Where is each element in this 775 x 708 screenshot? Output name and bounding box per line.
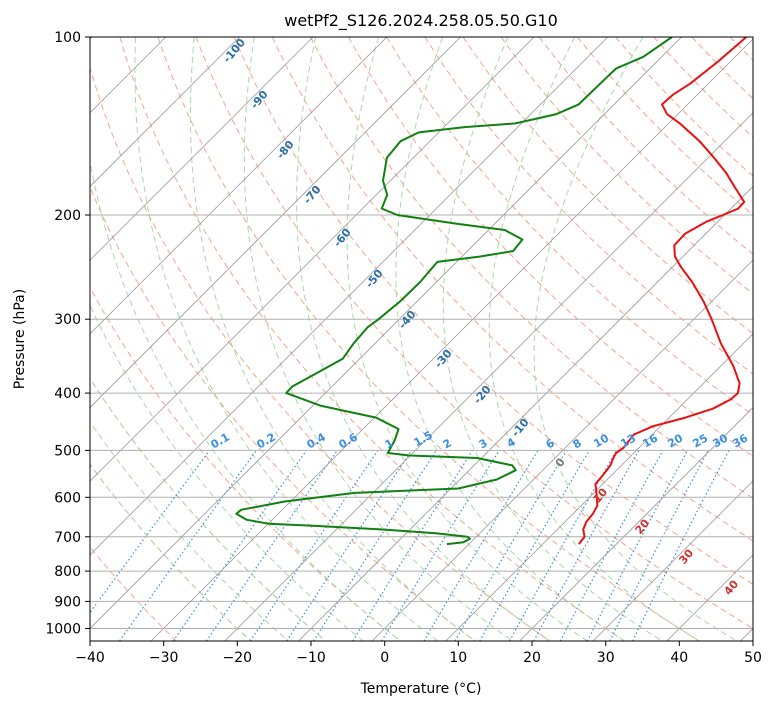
x-tick-label: 30 <box>597 650 615 666</box>
moist-adiabat-line <box>90 158 401 641</box>
y-tick-label: 400 <box>54 386 81 402</box>
dry-adiabat-line <box>500 37 753 295</box>
x-tick-label: 50 <box>744 650 762 666</box>
isotherm-line <box>90 37 388 335</box>
dewpoint-profile-line <box>235 37 673 546</box>
mixing-ratio-line <box>559 450 664 641</box>
x-tick-label: 40 <box>670 650 688 666</box>
mixing-ratio-line <box>312 450 437 641</box>
dry-adiabat-line <box>462 37 753 335</box>
dry-adiabat-line <box>90 186 476 641</box>
mixing-ratio-line <box>172 450 307 641</box>
isotherm-line <box>90 37 461 409</box>
isotherm-line <box>150 38 753 641</box>
moist-adiabat-line <box>395 37 626 641</box>
moist-adiabat-line <box>533 37 738 641</box>
moist-adiabat-line <box>243 37 513 641</box>
background-lines <box>90 37 753 641</box>
y-axis-ticks: 100 200 300 400 500 600 700 800 900 1000 <box>45 30 90 638</box>
x-tick-label: −30 <box>149 650 179 666</box>
dry-adiabat-line <box>119 37 625 641</box>
mixing-ratio-line <box>381 450 500 641</box>
pressure-gridlines <box>90 37 753 629</box>
mixing-ratio-line <box>632 450 730 641</box>
plot-frame <box>89 36 754 642</box>
moist-adiabat-line <box>488 37 700 641</box>
dry-adiabat-line <box>424 37 753 375</box>
isotherm-line <box>371 259 753 641</box>
isotherm-line <box>298 185 753 641</box>
dry-adiabat-line <box>90 66 551 641</box>
mixing-ratio-line <box>90 450 211 614</box>
moist-adiabat-line <box>134 37 439 641</box>
moist-adiabat-line <box>90 421 289 641</box>
moist-adiabat-line <box>442 37 663 641</box>
x-tick-label: −20 <box>223 650 253 666</box>
moist-adiabat-line <box>90 463 252 641</box>
x-axis-ticks: −40 −30 −20 −10 0 10 20 30 40 50 <box>75 641 762 666</box>
x-tick-label: 0 <box>380 650 389 666</box>
moist-adiabat-line <box>189 37 476 641</box>
mixing-ratio-line <box>286 450 413 641</box>
x-tick-label: 10 <box>449 650 467 666</box>
sounding-series <box>235 37 747 546</box>
x-tick-label: 20 <box>523 650 541 666</box>
isotherm-line <box>592 480 753 641</box>
y-tick-label: 300 <box>54 312 81 328</box>
chart-title: wetPf2_S126.2024.258.05.50.G10 <box>284 11 558 31</box>
y-tick-label: 600 <box>54 490 81 506</box>
y-tick-label: 800 <box>54 564 81 580</box>
mixing-ratio-line <box>533 450 640 641</box>
y-tick-label: 500 <box>54 443 81 459</box>
dry-adiabat-line <box>271 37 753 542</box>
isotherm-line <box>445 333 753 641</box>
x-axis-label: Temperature (°C) <box>360 681 482 697</box>
isotherm-line <box>90 37 314 261</box>
y-tick-label: 1000 <box>45 622 81 638</box>
moist-adiabat-line <box>346 37 588 641</box>
y-tick-label: 700 <box>54 530 81 546</box>
x-tick-label: −40 <box>75 650 105 666</box>
moist-adiabat-line <box>90 304 364 641</box>
dry-adiabat-line <box>195 37 753 630</box>
isotherm-line <box>519 406 753 641</box>
dry-adiabat-line <box>233 37 753 585</box>
isotherm-line <box>90 37 240 188</box>
y-tick-label: 100 <box>54 30 81 46</box>
isotherm-line <box>90 37 682 630</box>
x-tick-label: −10 <box>296 650 326 666</box>
isotherm-line <box>90 37 535 482</box>
isotherm-line <box>90 37 609 556</box>
mixing-ratio-line <box>509 450 618 641</box>
y-tick-label: 900 <box>54 594 81 610</box>
dry-adiabat-line <box>157 37 700 641</box>
isotherm-line <box>224 112 753 641</box>
dry-adiabat-line <box>310 37 753 499</box>
temperature-profile-line <box>578 37 747 545</box>
mixing-ratio-line <box>205 450 338 641</box>
y-axis-label: Pressure (hPa) <box>12 289 28 389</box>
y-tick-label: 200 <box>54 208 81 224</box>
moist-adiabat-line <box>296 37 551 641</box>
